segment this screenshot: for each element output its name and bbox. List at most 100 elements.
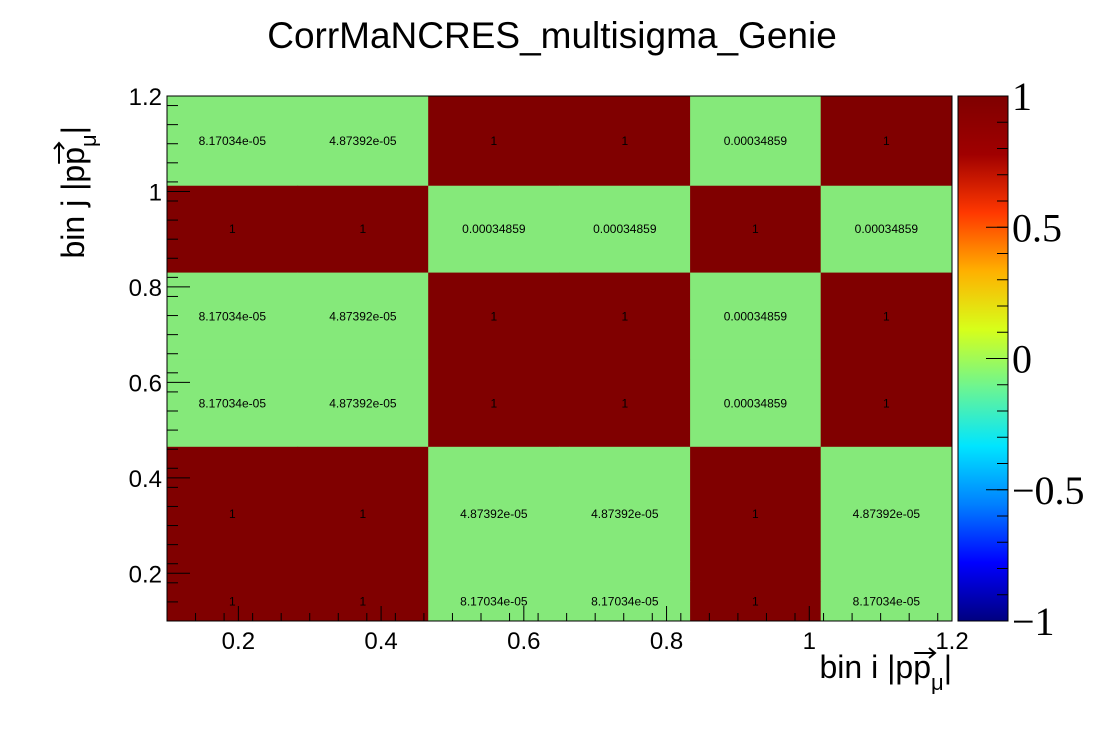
y-tick-label: 0.6: [129, 370, 162, 397]
cell-value-label: 1: [229, 507, 236, 521]
heatmap-cell: [297, 359, 429, 448]
cell-value-label: 0.00034859: [855, 222, 919, 236]
x-tick-label: 1.2: [935, 628, 968, 655]
axis-label-text: bin i |ppμ|: [820, 649, 953, 695]
vector-arrow: [914, 647, 937, 659]
heatmap-cell: [167, 359, 299, 448]
cell-value-label: 4.87392e-05: [853, 507, 921, 521]
cell-value-label: 0.00034859: [724, 309, 788, 323]
cell-value-label: 8.17034e-05: [460, 594, 528, 608]
heatmap-cell: [690, 96, 822, 187]
plot-frame: [166, 95, 953, 622]
heatmap-cell-labels: 8.17034e-05 4.87392e-05 1 1 0.00034859 1 1 1 0.0…: [199, 134, 921, 608]
heatmap-cell: [297, 96, 429, 187]
heatmap-cell: [820, 581, 953, 622]
y-tick-label: 1: [149, 179, 162, 206]
cell-value-label: 1: [360, 594, 367, 608]
cell-value-label: 1: [360, 222, 367, 236]
colorbar-tick-label: −0.5: [1012, 468, 1085, 513]
x-tick-label: 0.6: [507, 628, 540, 655]
heatmap-cell: [428, 359, 560, 448]
heatmap-cell: [428, 446, 560, 583]
vector-arrow: [53, 141, 65, 164]
heatmap-cell: [559, 185, 691, 274]
cell-value-label: 4.87392e-05: [329, 396, 397, 410]
cell-value-label: 4.87392e-05: [329, 309, 397, 323]
heatmap-cell: [690, 446, 822, 583]
cell-value-label: 0.00034859: [724, 134, 788, 148]
x-tick-label: 1: [803, 628, 816, 655]
cell-value-label: 4.87392e-05: [460, 507, 528, 521]
x-tick-label: 0.4: [364, 628, 397, 655]
heatmap-cell: [297, 446, 429, 583]
colorbar-tick-label: −1: [1012, 599, 1055, 644]
cell-value-label: 1: [621, 396, 628, 410]
y-tick-label: 1.2: [129, 84, 162, 111]
heatmap-cell: [820, 96, 953, 187]
cell-value-label: 0.00034859: [462, 222, 526, 236]
cell-value-label: 1: [621, 134, 628, 148]
cell-value-label: 1: [883, 134, 890, 148]
x-axis-label: bin i |ppμ|: [820, 647, 953, 695]
chart-title: CorrMaNCRES_multisigma_Genie: [267, 15, 837, 56]
y-tick-label: 0.4: [129, 466, 162, 493]
colorbar-tick-label: 1: [1012, 74, 1032, 119]
heatmap-cell: [297, 581, 429, 622]
heatmap-cell: [820, 272, 953, 361]
heatmap-cell: [428, 272, 560, 361]
cell-value-label: 0.00034859: [724, 396, 788, 410]
heatmap-cell: [428, 185, 560, 274]
y-axis-label: bin j |ppμ|: [53, 126, 101, 259]
cell-value-label: 4.87392e-05: [591, 507, 659, 521]
cell-value-label: 8.17034e-05: [853, 594, 921, 608]
heatmap-cell: [167, 96, 299, 187]
cell-value-label: 1: [752, 507, 759, 521]
heatmap-cell: [428, 96, 560, 187]
colorbar-tick-label: 0: [1012, 337, 1032, 382]
heatmap-cell: [167, 446, 299, 583]
heatmap-cell: [690, 581, 822, 622]
cell-value-label: 8.17034e-05: [199, 134, 267, 148]
cell-value-label: 1: [491, 396, 498, 410]
heatmap-cell: [690, 185, 822, 274]
cell-value-label: 1: [229, 594, 236, 608]
heatmap-cell: [559, 581, 691, 622]
cell-value-label: 8.17034e-05: [591, 594, 659, 608]
cell-value-label: 8.17034e-05: [199, 396, 267, 410]
x-tick-label: 0.2: [222, 628, 255, 655]
heatmap-cell: [559, 272, 691, 361]
colorbar-tick-label: 0.5: [1012, 205, 1062, 250]
heatmap-cell: [690, 359, 822, 448]
cell-value-label: 1: [491, 134, 498, 148]
cell-value-label: 1: [360, 507, 367, 521]
y-tick-label: 0.8: [129, 275, 162, 302]
y-tick-label: 0.2: [129, 561, 162, 588]
heatmap-cell: [297, 185, 429, 274]
heatmap-cell: [820, 185, 953, 274]
axis-label-text: bin j |ppμ|: [55, 126, 101, 259]
cell-value-label: 1: [752, 594, 759, 608]
heatmap-cell: [167, 581, 299, 622]
cell-value-label: 8.17034e-05: [199, 309, 267, 323]
cell-value-label: 0.00034859: [593, 222, 657, 236]
heatmap-cell: [559, 96, 691, 187]
color-scale-bar: 1 0.5 0 −0.5 −1: [957, 74, 1085, 644]
heatmap-cell: [820, 359, 953, 448]
heatmap-cells: [167, 96, 953, 622]
heatmap-cell: [559, 359, 691, 448]
heatmap-cell: [559, 446, 691, 583]
cell-value-label: 1: [229, 222, 236, 236]
heatmap-cell: [820, 446, 953, 583]
axes: 0.2 0.4 0.6 0.8 1 1.2 0.2 0.4 0.6 0.8 1 1.2: [129, 84, 969, 655]
heatmap-cell: [297, 272, 429, 361]
cell-value-label: 4.87392e-05: [329, 134, 397, 148]
cell-value-label: 1: [883, 396, 890, 410]
cell-value-label: 1: [883, 309, 890, 323]
cell-value-label: 1: [621, 309, 628, 323]
cell-value-label: 1: [491, 309, 498, 323]
x-tick-label: 0.8: [650, 628, 683, 655]
heatmap-cell: [690, 272, 822, 361]
heatmap-cell: [167, 185, 299, 274]
cell-value-label: 1: [752, 222, 759, 236]
